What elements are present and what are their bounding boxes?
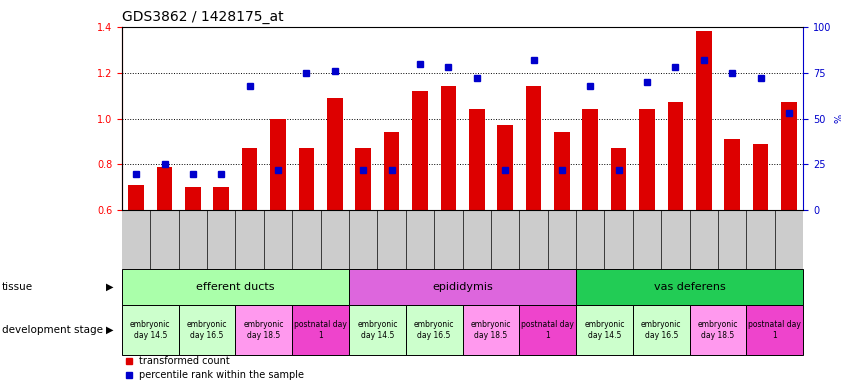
Bar	[696, 31, 711, 210]
Text: development stage: development stage	[2, 325, 103, 335]
Text: ▶: ▶	[106, 325, 114, 335]
Bar	[753, 144, 769, 210]
Text: postnatal day
1: postnatal day 1	[748, 321, 801, 340]
Text: vas deferens: vas deferens	[653, 282, 726, 292]
Bar	[526, 86, 542, 210]
Bar	[122, 268, 349, 305]
Text: efferent ducts: efferent ducts	[196, 282, 275, 292]
Bar	[349, 305, 405, 355]
Bar	[632, 305, 690, 355]
Bar	[156, 167, 172, 210]
Bar	[463, 305, 519, 355]
Bar	[554, 132, 569, 210]
Text: embryonic
day 14.5: embryonic day 14.5	[130, 321, 171, 340]
Text: postnatal day
1: postnatal day 1	[521, 321, 574, 340]
Text: transformed count: transformed count	[139, 356, 230, 366]
Bar	[122, 305, 178, 355]
Bar	[214, 187, 229, 210]
Bar	[299, 148, 315, 210]
Bar	[781, 103, 796, 210]
Text: embryonic
day 14.5: embryonic day 14.5	[357, 321, 398, 340]
Text: GDS3862 / 1428175_at: GDS3862 / 1428175_at	[122, 10, 283, 25]
Bar	[383, 132, 399, 210]
Bar	[639, 109, 655, 210]
Bar	[690, 305, 746, 355]
Bar	[747, 305, 803, 355]
Bar	[349, 268, 576, 305]
Text: embryonic
day 16.5: embryonic day 16.5	[187, 321, 227, 340]
Text: percentile rank within the sample: percentile rank within the sample	[139, 370, 304, 380]
Bar	[235, 305, 293, 355]
Text: embryonic
day 18.5: embryonic day 18.5	[471, 321, 511, 340]
Bar	[327, 98, 342, 210]
Bar	[270, 119, 286, 210]
Text: epididymis: epididymis	[432, 282, 493, 292]
Bar	[293, 305, 349, 355]
Bar	[129, 185, 144, 210]
Text: embryonic
day 18.5: embryonic day 18.5	[698, 321, 738, 340]
Text: embryonic
day 16.5: embryonic day 16.5	[414, 321, 454, 340]
Bar	[519, 305, 576, 355]
Bar	[405, 305, 463, 355]
Bar	[583, 109, 598, 210]
Y-axis label: %: %	[834, 114, 841, 123]
Bar	[469, 109, 484, 210]
Bar	[497, 126, 513, 210]
Bar	[611, 148, 627, 210]
Text: embryonic
day 16.5: embryonic day 16.5	[641, 321, 681, 340]
Text: embryonic
day 14.5: embryonic day 14.5	[584, 321, 625, 340]
Text: tissue: tissue	[2, 282, 33, 292]
Bar	[356, 148, 371, 210]
Bar	[178, 305, 235, 355]
Bar	[412, 91, 428, 210]
Bar	[185, 187, 201, 210]
Bar	[576, 268, 803, 305]
Text: embryonic
day 18.5: embryonic day 18.5	[244, 321, 284, 340]
Bar	[576, 305, 633, 355]
Text: ▶: ▶	[106, 282, 114, 292]
Text: postnatal day
1: postnatal day 1	[294, 321, 347, 340]
Bar	[242, 148, 257, 210]
Bar	[668, 103, 683, 210]
Bar	[724, 139, 740, 210]
Bar	[441, 86, 456, 210]
